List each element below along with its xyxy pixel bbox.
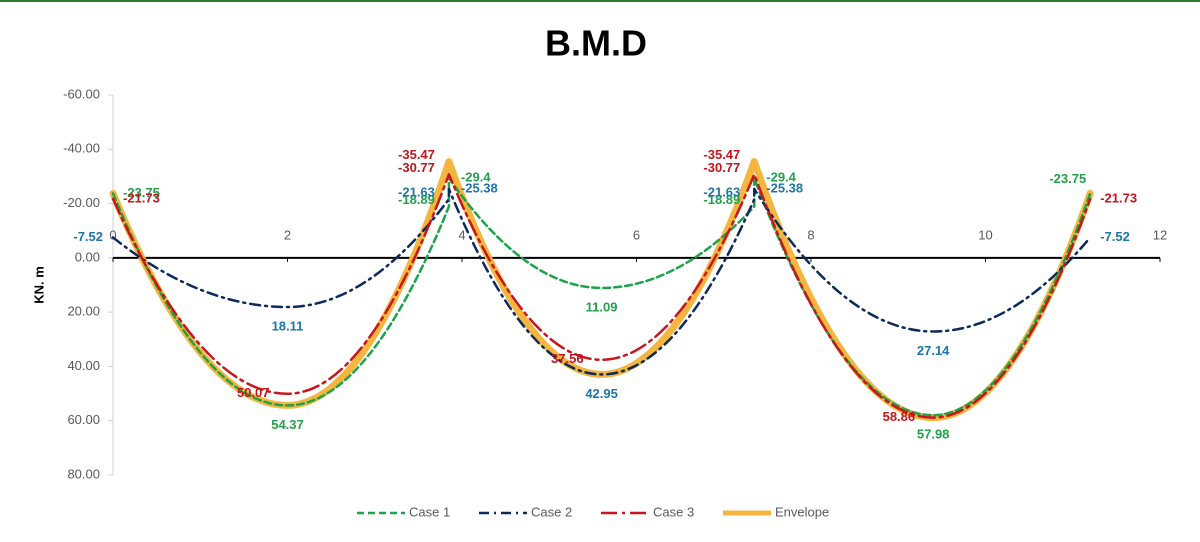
series-line — [111, 187, 1092, 376]
series-line — [111, 176, 1092, 417]
x-tick-label: 8 — [807, 227, 814, 242]
top-border — [0, 0, 1200, 2]
data-label: 27.14 — [917, 343, 950, 358]
data-label: -25.38 — [766, 180, 803, 195]
data-label: -18.89 — [398, 192, 435, 207]
data-label: -35.47 — [398, 147, 435, 162]
legend-label: Case 3 — [653, 504, 694, 519]
y-tick-label: -60.00 — [63, 86, 100, 101]
data-label: -7.52 — [1100, 229, 1130, 244]
data-label: 37.56 — [551, 351, 584, 366]
y-tick-label: 60.00 — [67, 412, 100, 427]
data-label: -23.75 — [123, 185, 160, 200]
data-label: -21.63 — [703, 185, 740, 200]
chart-title: B.M.D — [545, 23, 647, 64]
data-label: -7.52 — [73, 229, 103, 244]
legend: Case 1 Case 2 Case 3 Envelope — [357, 504, 829, 519]
x-tick-label: 12 — [1153, 227, 1167, 242]
data-label: 11.09 — [586, 299, 618, 314]
legend-label: Case 1 — [409, 504, 450, 519]
x-tick-label: 6 — [633, 227, 640, 242]
x-tick-label: 2 — [284, 227, 291, 242]
data-label: -23.75 — [1049, 171, 1086, 186]
data-label: -21.73 — [1100, 190, 1137, 205]
data-label: 50.07 — [237, 385, 270, 400]
x-tick-label: 10 — [978, 227, 992, 242]
data-label: 54.37 — [271, 417, 304, 432]
series-line — [109, 158, 1094, 422]
y-tick-label: 80.00 — [67, 466, 100, 481]
y-tick-label: 0.00 — [75, 249, 100, 264]
data-label: -21.73 — [123, 190, 160, 205]
y-tick-label: 40.00 — [67, 358, 100, 373]
x-tick-label: 0 — [109, 227, 116, 242]
data-label: 18.11 — [272, 318, 304, 333]
data-label: -30.77 — [398, 160, 435, 175]
x-tick-label: 4 — [458, 227, 465, 242]
y-tick-label: 20.00 — [67, 304, 100, 319]
legend-label: Envelope — [775, 504, 829, 519]
y-tick-label: -40.00 — [63, 141, 100, 156]
data-label: -25.38 — [461, 180, 498, 195]
y-axis-label: KN. m — [31, 266, 46, 304]
data-label: 58.86 — [883, 409, 916, 424]
data-label: -29.4 — [766, 169, 796, 184]
data-label: -35.47 — [703, 147, 740, 162]
data-label: -21.63 — [398, 185, 435, 200]
data-label: -29.4 — [461, 169, 491, 184]
data-label: -30.77 — [703, 160, 740, 175]
series-line — [111, 173, 1092, 419]
data-label: 57.98 — [917, 427, 950, 442]
data-label: 42.95 — [585, 386, 618, 401]
legend-label: Case 2 — [531, 504, 572, 519]
data-label: -18.89 — [703, 192, 740, 207]
y-tick-label: -20.00 — [63, 195, 100, 210]
